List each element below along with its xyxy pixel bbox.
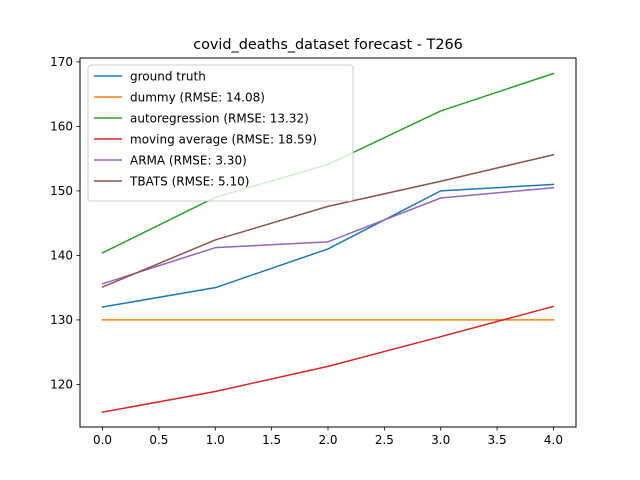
legend-label-3: moving average (RMSE: 18.59) <box>130 133 317 147</box>
series-line-0 <box>101 183 555 308</box>
legend: ground truth dummy (RMSE: 14.08) autoregre… <box>87 64 354 202</box>
x-tick-label: 3.0 <box>431 433 450 447</box>
y-tick-label: 130 <box>50 313 73 327</box>
y-tick-label: 150 <box>50 184 73 198</box>
legend-label-5: TBATS (RMSE: 5.10) <box>129 175 249 189</box>
y-tick-label: 120 <box>50 378 73 392</box>
x-tick-label: 2.0 <box>318 433 337 447</box>
legend-label-2: autoregression (RMSE: 13.32) <box>130 112 309 126</box>
y-tick-label: 140 <box>50 249 73 263</box>
x-tick-label: 3.5 <box>488 433 507 447</box>
y-tick-label: 160 <box>50 120 73 134</box>
chart-title: covid_deaths_dataset forecast - T266 <box>193 37 463 53</box>
x-tick-label: 0.0 <box>93 433 112 447</box>
x-tick-label: 1.5 <box>262 433 281 447</box>
x-tick-label: 0.5 <box>149 433 168 447</box>
y-tick-label: 170 <box>50 55 73 69</box>
legend-label-4: ARMA (RMSE: 3.30) <box>130 154 247 168</box>
x-tick-label: 1.0 <box>206 433 225 447</box>
legend-label-1: dummy (RMSE: 14.08) <box>130 91 265 105</box>
y-axis: 120 130 140 150 160 170 <box>50 55 80 392</box>
x-axis: 0.0 0.5 1.0 1.5 2.0 2.5 3.0 3.5 4.0 <box>93 427 563 447</box>
series-line-3 <box>101 305 555 414</box>
series-line-5 <box>101 153 555 288</box>
legend-box <box>87 64 354 202</box>
x-tick-label: 2.5 <box>375 433 394 447</box>
legend-label-0: ground truth <box>130 70 206 84</box>
x-tick-label: 4.0 <box>544 433 563 447</box>
series-line-4 <box>101 186 555 285</box>
